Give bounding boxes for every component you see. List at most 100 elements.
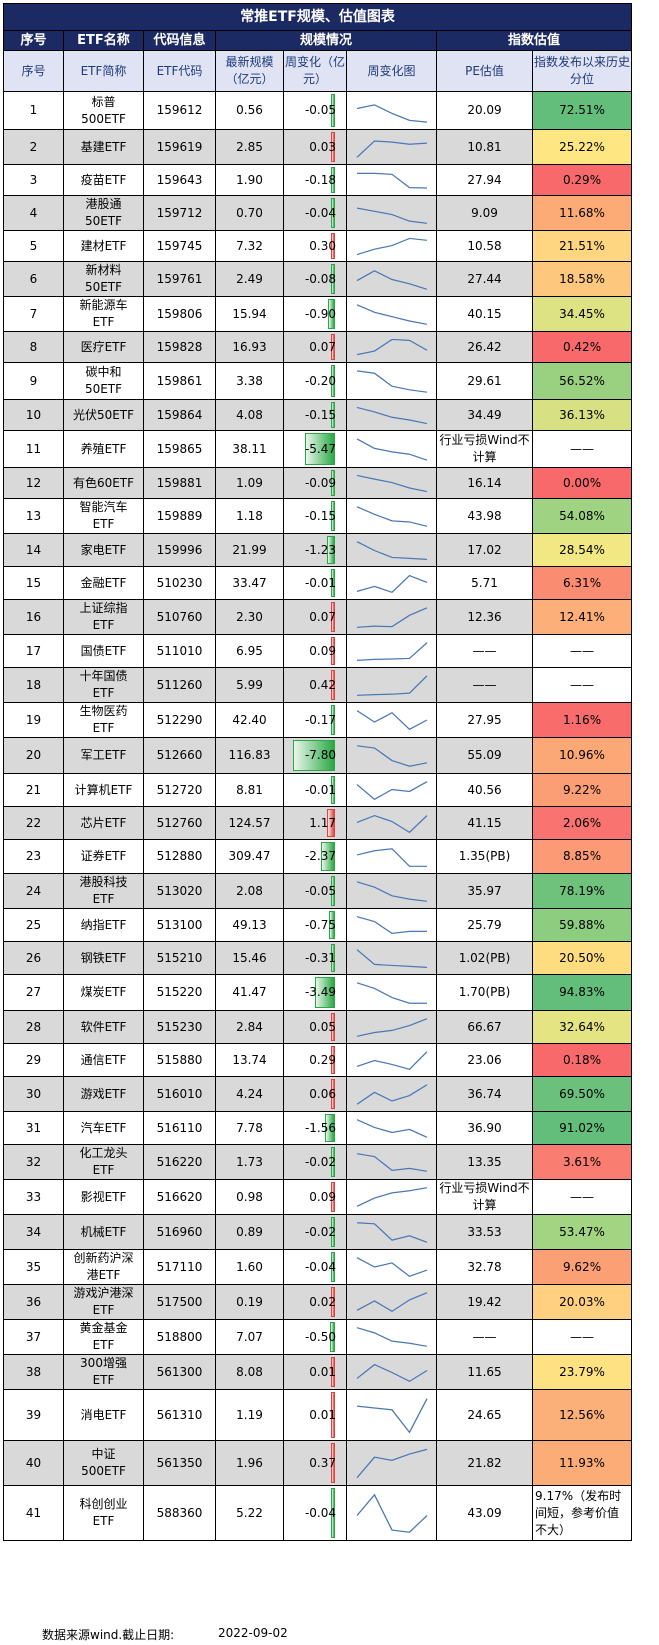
etf-name: 消电ETF [63,1389,144,1441]
weekly-change: -2.37 [283,839,347,874]
percentile-value: 28.54% [531,533,633,567]
weekly-sparkline [346,1111,437,1145]
percentile-value: —— [531,1319,633,1355]
etf-code: 159712 [143,195,216,231]
pe-value: 24.65 [436,1389,533,1441]
table-row: 6 新材料50ETF 159761 2.49 -0.08 27.44 18.58% [3,261,633,297]
sparkline-svg [356,474,427,492]
row-no: 28 [3,1010,64,1044]
column-header-pe: PE估值 [436,50,533,92]
etf-code: 511260 [143,667,216,703]
sparkline-line [356,981,427,1004]
weekly-change: 0.07 [283,331,347,363]
latest-scale: 5.99 [215,667,284,703]
table-row: 17 国债ETF 511010 6.95 0.09 —— —— [3,634,633,668]
change-bar [331,602,335,632]
change-bar [328,299,335,329]
weekly-sparkline [346,1485,437,1541]
weekly-change: -0.05 [283,91,347,130]
percentile-value: 9.22% [531,773,633,807]
change-value: -0.01 [304,782,336,797]
weekly-sparkline [346,91,437,130]
latest-scale: 7.32 [215,230,284,262]
row-no: 34 [3,1214,64,1250]
group-header-no: 序号 [3,30,64,51]
percentile-value: 9.17%（发布时间短，参考价值不大） [531,1485,633,1541]
change-value: -0.02 [304,1224,336,1239]
sparkline-line [356,437,427,461]
change-value: -7.80 [304,748,336,762]
sparkline-svg [356,847,427,867]
etf-name: 养殖ETF [63,430,144,468]
table-row: 27 煤炭ETF 515220 41.47 -3.49 1.70(PB) 94.83% [3,974,633,1011]
weekly-sparkline [346,1319,437,1355]
weekly-sparkline [346,773,437,807]
sparkline-svg [356,1152,427,1172]
latest-scale: 0.70 [215,195,284,231]
row-no: 19 [3,702,64,738]
row-no: 11 [3,430,64,468]
weekly-change: -0.01 [283,773,347,807]
percentile-value: 2.06% [531,806,633,840]
sparkline-line [356,948,427,968]
row-no: 22 [3,806,64,840]
change-bar [331,1147,335,1177]
page-title: 常推ETF规模、估值图表 [2,3,633,31]
row-no: 6 [3,261,64,297]
etf-name: 通信ETF [63,1043,144,1077]
pe-value: 36.74 [436,1076,533,1112]
change-value: 0.29 [309,1052,336,1067]
weekly-sparkline [346,261,437,297]
table-row: 15 金融ETF 510230 33.47 -0.01 5.71 6.31% [3,566,633,600]
latest-scale: 8.81 [215,773,284,807]
latest-scale: 13.74 [215,1043,284,1077]
change-bar [331,569,335,597]
pe-value: 13.35 [436,1144,533,1180]
weekly-change: -0.09 [283,467,347,499]
percentile-value: 78.19% [531,873,633,909]
weekly-sparkline [346,702,437,738]
change-value: -0.04 [304,205,336,220]
pe-value: 27.44 [436,261,533,297]
table-row: 29 通信ETF 515880 13.74 0.29 23.06 0.18% [3,1043,633,1077]
latest-scale: 2.85 [215,129,284,165]
etf-code: 159643 [143,164,216,196]
change-value: 0.06 [309,1086,336,1101]
change-bar [331,1287,335,1317]
sparkline-svg [356,369,427,393]
percentile-value: 18.58% [531,261,633,297]
column-header-name: ETF简称 [63,50,144,92]
latest-scale: 3.38 [215,362,284,400]
row-no: 4 [3,195,64,231]
weekly-sparkline [346,1440,437,1486]
change-bar [331,402,335,428]
latest-scale: 2.08 [215,873,284,909]
weekly-change: -0.05 [283,873,347,909]
change-bar [331,1013,335,1041]
table-row: 24 港股科技ETF 513020 2.08 -0.05 35.97 78.19% [3,873,633,909]
weekly-sparkline [346,806,437,840]
percentile-value: 0.29% [531,164,633,196]
weekly-change: 0.01 [283,1354,347,1390]
weekly-change: 0.09 [283,634,347,668]
change-bar [331,1217,335,1247]
percentile-value: 23.79% [531,1354,633,1390]
percentile-value: 32.64% [531,1010,633,1044]
etf-name: 计算机ETF [63,773,144,807]
percentile-value: 53.47% [531,1214,633,1250]
etf-name: 有色60ETF [63,467,144,499]
sparkline-svg [356,1050,427,1070]
change-value: 1.17 [309,815,336,830]
etf-code: 516220 [143,1144,216,1180]
latest-scale: 15.94 [215,296,284,332]
sparkline-line [356,540,427,560]
weekly-sparkline [346,129,437,165]
pe-value: 35.97 [436,873,533,909]
weekly-change: 0.02 [283,1284,347,1320]
weekly-sparkline [346,1249,437,1285]
etf-name: 证券ETF [63,839,144,874]
sparkline-line [356,1152,427,1172]
sparkline-svg [356,1017,427,1037]
percentile-value: 72.51% [531,91,633,130]
change-bar [331,1443,335,1483]
